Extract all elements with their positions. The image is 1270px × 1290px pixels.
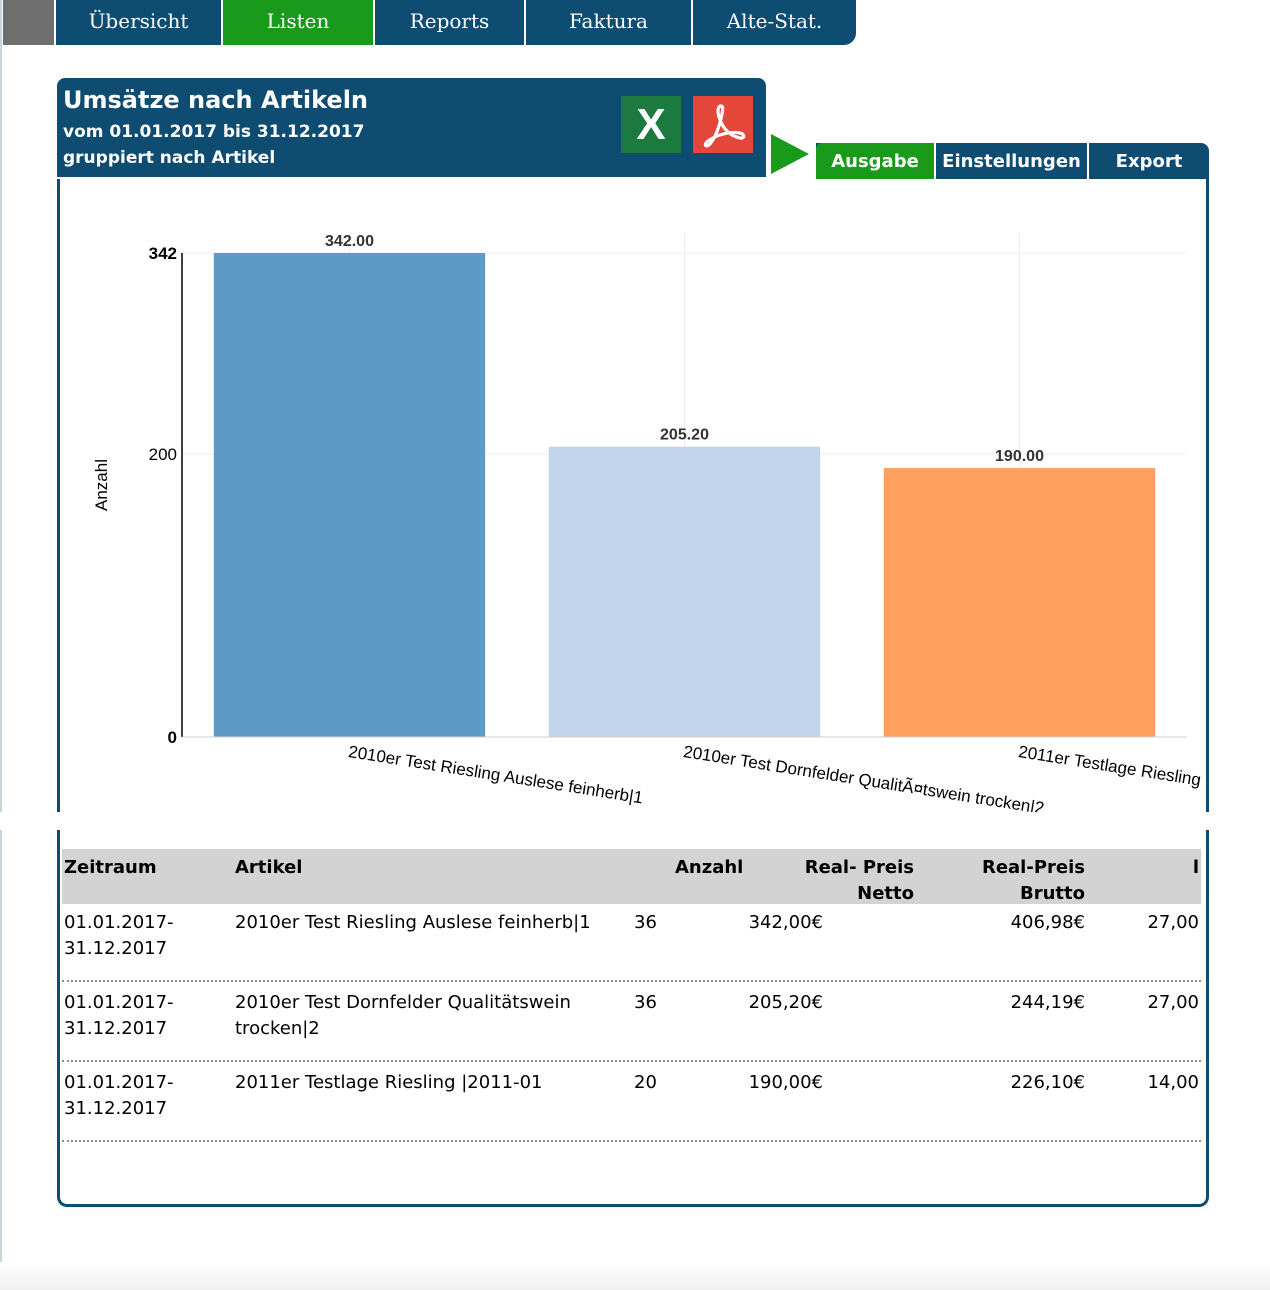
table-row: 01.01.2017- 31.12.2017 2010er Test Dornf… bbox=[62, 984, 1201, 1062]
cell-zeitraum-end: 31.12.2017 bbox=[64, 1098, 168, 1119]
page-left-border bbox=[0, 0, 2, 1290]
col-header-last: l bbox=[1192, 857, 1199, 878]
y-axis-label: Anzahl bbox=[92, 459, 111, 511]
cell-last: 14,00 bbox=[1147, 1072, 1199, 1093]
report-grouping: gruppiert nach Artikel bbox=[63, 148, 276, 168]
cell-last: 27,00 bbox=[1147, 912, 1199, 933]
cell-zeitraum-end: 31.12.2017 bbox=[64, 938, 168, 959]
y-tick-label: 200 bbox=[149, 445, 177, 464]
tab-einstellungen[interactable]: Einstellungen bbox=[934, 143, 1087, 181]
nav-tab-reports[interactable]: Reports bbox=[373, 0, 524, 45]
tab-export[interactable]: Export bbox=[1087, 143, 1209, 181]
chart-bar bbox=[883, 468, 1156, 737]
chart-bar bbox=[213, 253, 486, 737]
nav-tab-faktura[interactable]: Faktura bbox=[524, 0, 691, 45]
y-tick-label: 0 bbox=[168, 728, 177, 747]
results-table: Zeitraum Artikel Anzahl Real- Preis Nett… bbox=[62, 849, 1201, 1144]
play-arrow-icon[interactable] bbox=[771, 134, 809, 174]
nav-home-block[interactable] bbox=[3, 0, 54, 45]
cell-netto: 342,00€ bbox=[748, 912, 823, 933]
cell-zeitraum: 01.01.2017- 31.12.2017 bbox=[64, 1070, 174, 1122]
cell-artikel: 2010er Test Riesling Auslese feinherb|1 bbox=[235, 912, 591, 933]
cell-zeitraum-start: 01.01.2017- bbox=[64, 912, 174, 933]
output-tabs: Ausgabe Einstellungen Export bbox=[816, 143, 1209, 181]
pdf-icon bbox=[703, 103, 746, 147]
page-bottom-fade bbox=[0, 1262, 1270, 1290]
table-row: 01.01.2017- 31.12.2017 2010er Test Riesl… bbox=[62, 904, 1201, 982]
nav-tab-alte-stat[interactable]: Alte-Stat. bbox=[691, 0, 856, 45]
col-header-brutto: Real-Preis Brutto bbox=[942, 855, 1085, 907]
cell-zeitraum: 01.01.2017- 31.12.2017 bbox=[64, 990, 174, 1042]
y-tick-label: 342 bbox=[149, 244, 177, 263]
bar-value-label: 342.00 bbox=[325, 233, 374, 250]
cell-anzahl: 36 bbox=[634, 992, 657, 1013]
cell-zeitraum-start: 01.01.2017- bbox=[64, 1072, 174, 1093]
bar-value-label: 205.20 bbox=[660, 427, 709, 444]
chart-bar bbox=[548, 446, 821, 737]
cell-brutto: 226,10€ bbox=[1010, 1072, 1085, 1093]
cell-artikel: 2011er Testlage Riesling |2011-01 bbox=[235, 1072, 543, 1093]
cell-zeitraum: 01.01.2017- 31.12.2017 bbox=[64, 910, 174, 962]
cell-netto: 190,00€ bbox=[748, 1072, 823, 1093]
tab-ausgabe[interactable]: Ausgabe bbox=[816, 143, 934, 181]
bar-value-label: 190.00 bbox=[995, 448, 1044, 465]
col-header-netto: Real- Preis Netto bbox=[762, 855, 914, 907]
report-period: vom 01.01.2017 bis 31.12.2017 bbox=[63, 122, 365, 142]
report-title: Umsätze nach Artikeln bbox=[63, 86, 369, 114]
bar-chart: 342.00 2010er Test Riesling Auslese feinh… bbox=[0, 233, 1270, 830]
cell-netto: 205,20€ bbox=[748, 992, 823, 1013]
cell-artikel: 2010er Test Dornfelder Qualitätswein tro… bbox=[235, 992, 571, 1039]
top-navigation: Übersicht Listen Reports Faktura Alte-St… bbox=[3, 0, 856, 45]
cell-anzahl: 36 bbox=[634, 912, 657, 933]
excel-export-button[interactable]: X bbox=[621, 96, 681, 153]
x-tick-label: 2011er Testlage Riesling bbox=[1017, 742, 1202, 790]
report-header: Umsätze nach Artikeln vom 01.01.2017 bis… bbox=[57, 78, 766, 179]
x-tick-label: 2010er Test Riesling Auslese feinherb|1 bbox=[347, 742, 644, 807]
col-header-anzahl: Anzahl bbox=[675, 857, 744, 878]
nav-tab-listen[interactable]: Listen bbox=[221, 0, 373, 45]
pdf-export-button[interactable] bbox=[693, 96, 753, 153]
chart-clip-mask bbox=[0, 812, 1270, 830]
col-header-zeitraum: Zeitraum bbox=[64, 857, 157, 878]
table-row: 01.01.2017- 31.12.2017 2011er Testlage R… bbox=[62, 1064, 1201, 1142]
nav-tab-uebersicht[interactable]: Übersicht bbox=[54, 0, 221, 45]
cell-zeitraum-start: 01.01.2017- bbox=[64, 992, 174, 1013]
cell-anzahl: 20 bbox=[634, 1072, 657, 1093]
col-header-brutto-line1: Real-Preis bbox=[981, 857, 1085, 878]
x-tick-label: 2010er Test Dornfelder QualitÃ¤tswein tr… bbox=[682, 742, 1046, 818]
cell-zeitraum-end: 31.12.2017 bbox=[64, 1018, 168, 1039]
cell-last: 27,00 bbox=[1147, 992, 1199, 1013]
col-header-netto-line1: Real- Preis bbox=[804, 857, 914, 878]
table-header: Zeitraum Artikel Anzahl Real- Preis Nett… bbox=[62, 849, 1201, 904]
cell-brutto: 244,19€ bbox=[1010, 992, 1085, 1013]
col-header-netto-line2: Netto bbox=[857, 883, 914, 904]
col-header-artikel: Artikel bbox=[235, 857, 303, 878]
cell-brutto: 406,98€ bbox=[1010, 912, 1085, 933]
col-header-brutto-line2: Brutto bbox=[1020, 883, 1085, 904]
